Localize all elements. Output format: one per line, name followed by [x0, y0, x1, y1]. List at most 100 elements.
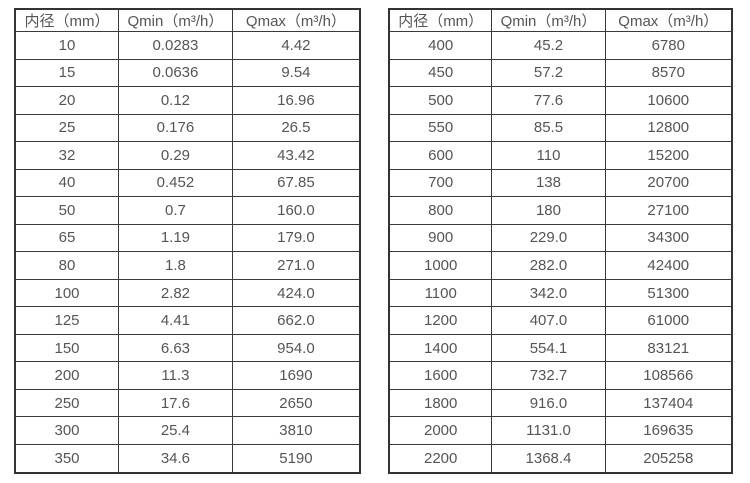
cell-inner-diameter: 15 — [14, 58, 119, 88]
column-header-inner-diameter: 内径（mm） — [14, 8, 119, 32]
cell-inner-diameter: 450 — [388, 58, 493, 88]
cell-qmax: 43.42 — [231, 141, 361, 170]
table-row: 1400 554.1 83121 — [388, 333, 733, 363]
table-row: 2000 1131.0 169635 — [388, 416, 733, 445]
cell-qmin: 0.176 — [118, 113, 233, 143]
cell-qmax: 34300 — [604, 223, 733, 253]
cell-qmin: 34.6 — [118, 443, 233, 474]
cell-qmax: 2650 — [231, 388, 361, 418]
cell-inner-diameter: 100 — [14, 278, 119, 308]
table-row: 65 1.19 179.0 — [14, 223, 361, 253]
cell-qmin: 282.0 — [491, 251, 606, 280]
cell-qmax: 271.0 — [231, 251, 361, 280]
cell-qmin: 554.1 — [491, 333, 606, 363]
table-row: 2200 1368.4 205258 — [388, 443, 733, 474]
cell-qmin: 85.5 — [491, 113, 606, 143]
cell-qmin: 25.4 — [118, 416, 233, 445]
table-row: 40 0.452 67.85 — [14, 168, 361, 198]
cell-inner-diameter: 900 — [388, 223, 493, 253]
cell-qmin: 0.7 — [118, 196, 233, 225]
table-row: 700 138 20700 — [388, 168, 733, 198]
table-row: 900 229.0 34300 — [388, 223, 733, 253]
cell-inner-diameter: 700 — [388, 168, 493, 198]
cell-qmin: 180 — [491, 196, 606, 225]
cell-qmin: 45.2 — [491, 31, 606, 60]
cell-qmin: 138 — [491, 168, 606, 198]
cell-qmin: 2.82 — [118, 278, 233, 308]
cell-qmax: 83121 — [604, 333, 733, 363]
table-row: 1200 407.0 61000 — [388, 306, 733, 335]
table-row: 400 45.2 6780 — [388, 31, 733, 60]
cell-qmin: 732.7 — [491, 361, 606, 390]
cell-qmin: 1131.0 — [491, 416, 606, 445]
column-header-qmin: Qmin（m³/h） — [118, 8, 233, 32]
table-row: 15 0.0636 9.54 — [14, 58, 361, 88]
cell-qmin: 4.41 — [118, 306, 233, 335]
cell-inner-diameter: 400 — [388, 31, 493, 60]
cell-inner-diameter: 1400 — [388, 333, 493, 363]
cell-qmin: 0.29 — [118, 141, 233, 170]
cell-qmin: 0.0636 — [118, 58, 233, 88]
cell-qmax: 67.85 — [231, 168, 361, 198]
table-row: 125 4.41 662.0 — [14, 306, 361, 335]
cell-qmax: 8570 — [604, 58, 733, 88]
cell-qmax: 61000 — [604, 306, 733, 335]
table-row: 600 110 15200 — [388, 141, 733, 170]
cell-qmin: 1.19 — [118, 223, 233, 253]
table-row: 450 57.2 8570 — [388, 58, 733, 88]
cell-qmin: 407.0 — [491, 306, 606, 335]
cell-qmax: 16.96 — [231, 86, 361, 115]
cell-inner-diameter: 1600 — [388, 361, 493, 390]
table-row: 200 11.3 1690 — [14, 361, 361, 390]
cell-inner-diameter: 1100 — [388, 278, 493, 308]
cell-qmax: 160.0 — [231, 196, 361, 225]
cell-qmax: 3810 — [231, 416, 361, 445]
cell-inner-diameter: 40 — [14, 168, 119, 198]
cell-qmin: 6.63 — [118, 333, 233, 363]
cell-qmax: 6780 — [604, 31, 733, 60]
table-row: 32 0.29 43.42 — [14, 141, 361, 170]
table-row: 100 2.82 424.0 — [14, 278, 361, 308]
table-row: 1100 342.0 51300 — [388, 278, 733, 308]
cell-qmin: 229.0 — [491, 223, 606, 253]
cell-inner-diameter: 50 — [14, 196, 119, 225]
cell-qmin: 0.452 — [118, 168, 233, 198]
column-header-qmax: Qmax（m³/h） — [604, 8, 733, 32]
cell-inner-diameter: 125 — [14, 306, 119, 335]
cell-inner-diameter: 500 — [388, 86, 493, 115]
cell-inner-diameter: 1000 — [388, 251, 493, 280]
cell-inner-diameter: 32 — [14, 141, 119, 170]
cell-inner-diameter: 10 — [14, 31, 119, 60]
cell-qmax: 12800 — [604, 113, 733, 143]
cell-qmin: 0.12 — [118, 86, 233, 115]
cell-qmax: 169635 — [604, 416, 733, 445]
cell-qmax: 27100 — [604, 196, 733, 225]
cell-qmin: 57.2 — [491, 58, 606, 88]
cell-inner-diameter: 1800 — [388, 388, 493, 418]
cell-qmin: 342.0 — [491, 278, 606, 308]
cell-qmin: 77.6 — [491, 86, 606, 115]
column-header-qmin: Qmin（m³/h） — [491, 8, 606, 32]
cell-inner-diameter: 550 — [388, 113, 493, 143]
cell-qmin: 1.8 — [118, 251, 233, 280]
cell-qmax: 108566 — [604, 361, 733, 390]
cell-qmax: 4.42 — [231, 31, 361, 60]
cell-inner-diameter: 80 — [14, 251, 119, 280]
table-row: 20 0.12 16.96 — [14, 86, 361, 115]
cell-qmax: 954.0 — [231, 333, 361, 363]
cell-qmax: 15200 — [604, 141, 733, 170]
cell-qmin: 17.6 — [118, 388, 233, 418]
cell-inner-diameter: 2200 — [388, 443, 493, 474]
column-header-qmax: Qmax（m³/h） — [231, 8, 361, 32]
table-row: 800 180 27100 — [388, 196, 733, 225]
cell-inner-diameter: 250 — [14, 388, 119, 418]
table-body: 10 0.0283 4.42 15 0.0636 9.54 20 0.12 16.96 25 0.1… — [14, 31, 361, 474]
cell-inner-diameter: 350 — [14, 443, 119, 474]
cell-qmin: 916.0 — [491, 388, 606, 418]
table-body: 400 45.2 6780 450 57.2 8570 500 77.6 10600 550 85.… — [388, 31, 733, 474]
table-row: 300 25.4 3810 — [14, 416, 361, 445]
column-header-inner-diameter: 内径（mm） — [388, 8, 493, 32]
cell-qmax: 179.0 — [231, 223, 361, 253]
cell-qmax: 9.54 — [231, 58, 361, 88]
